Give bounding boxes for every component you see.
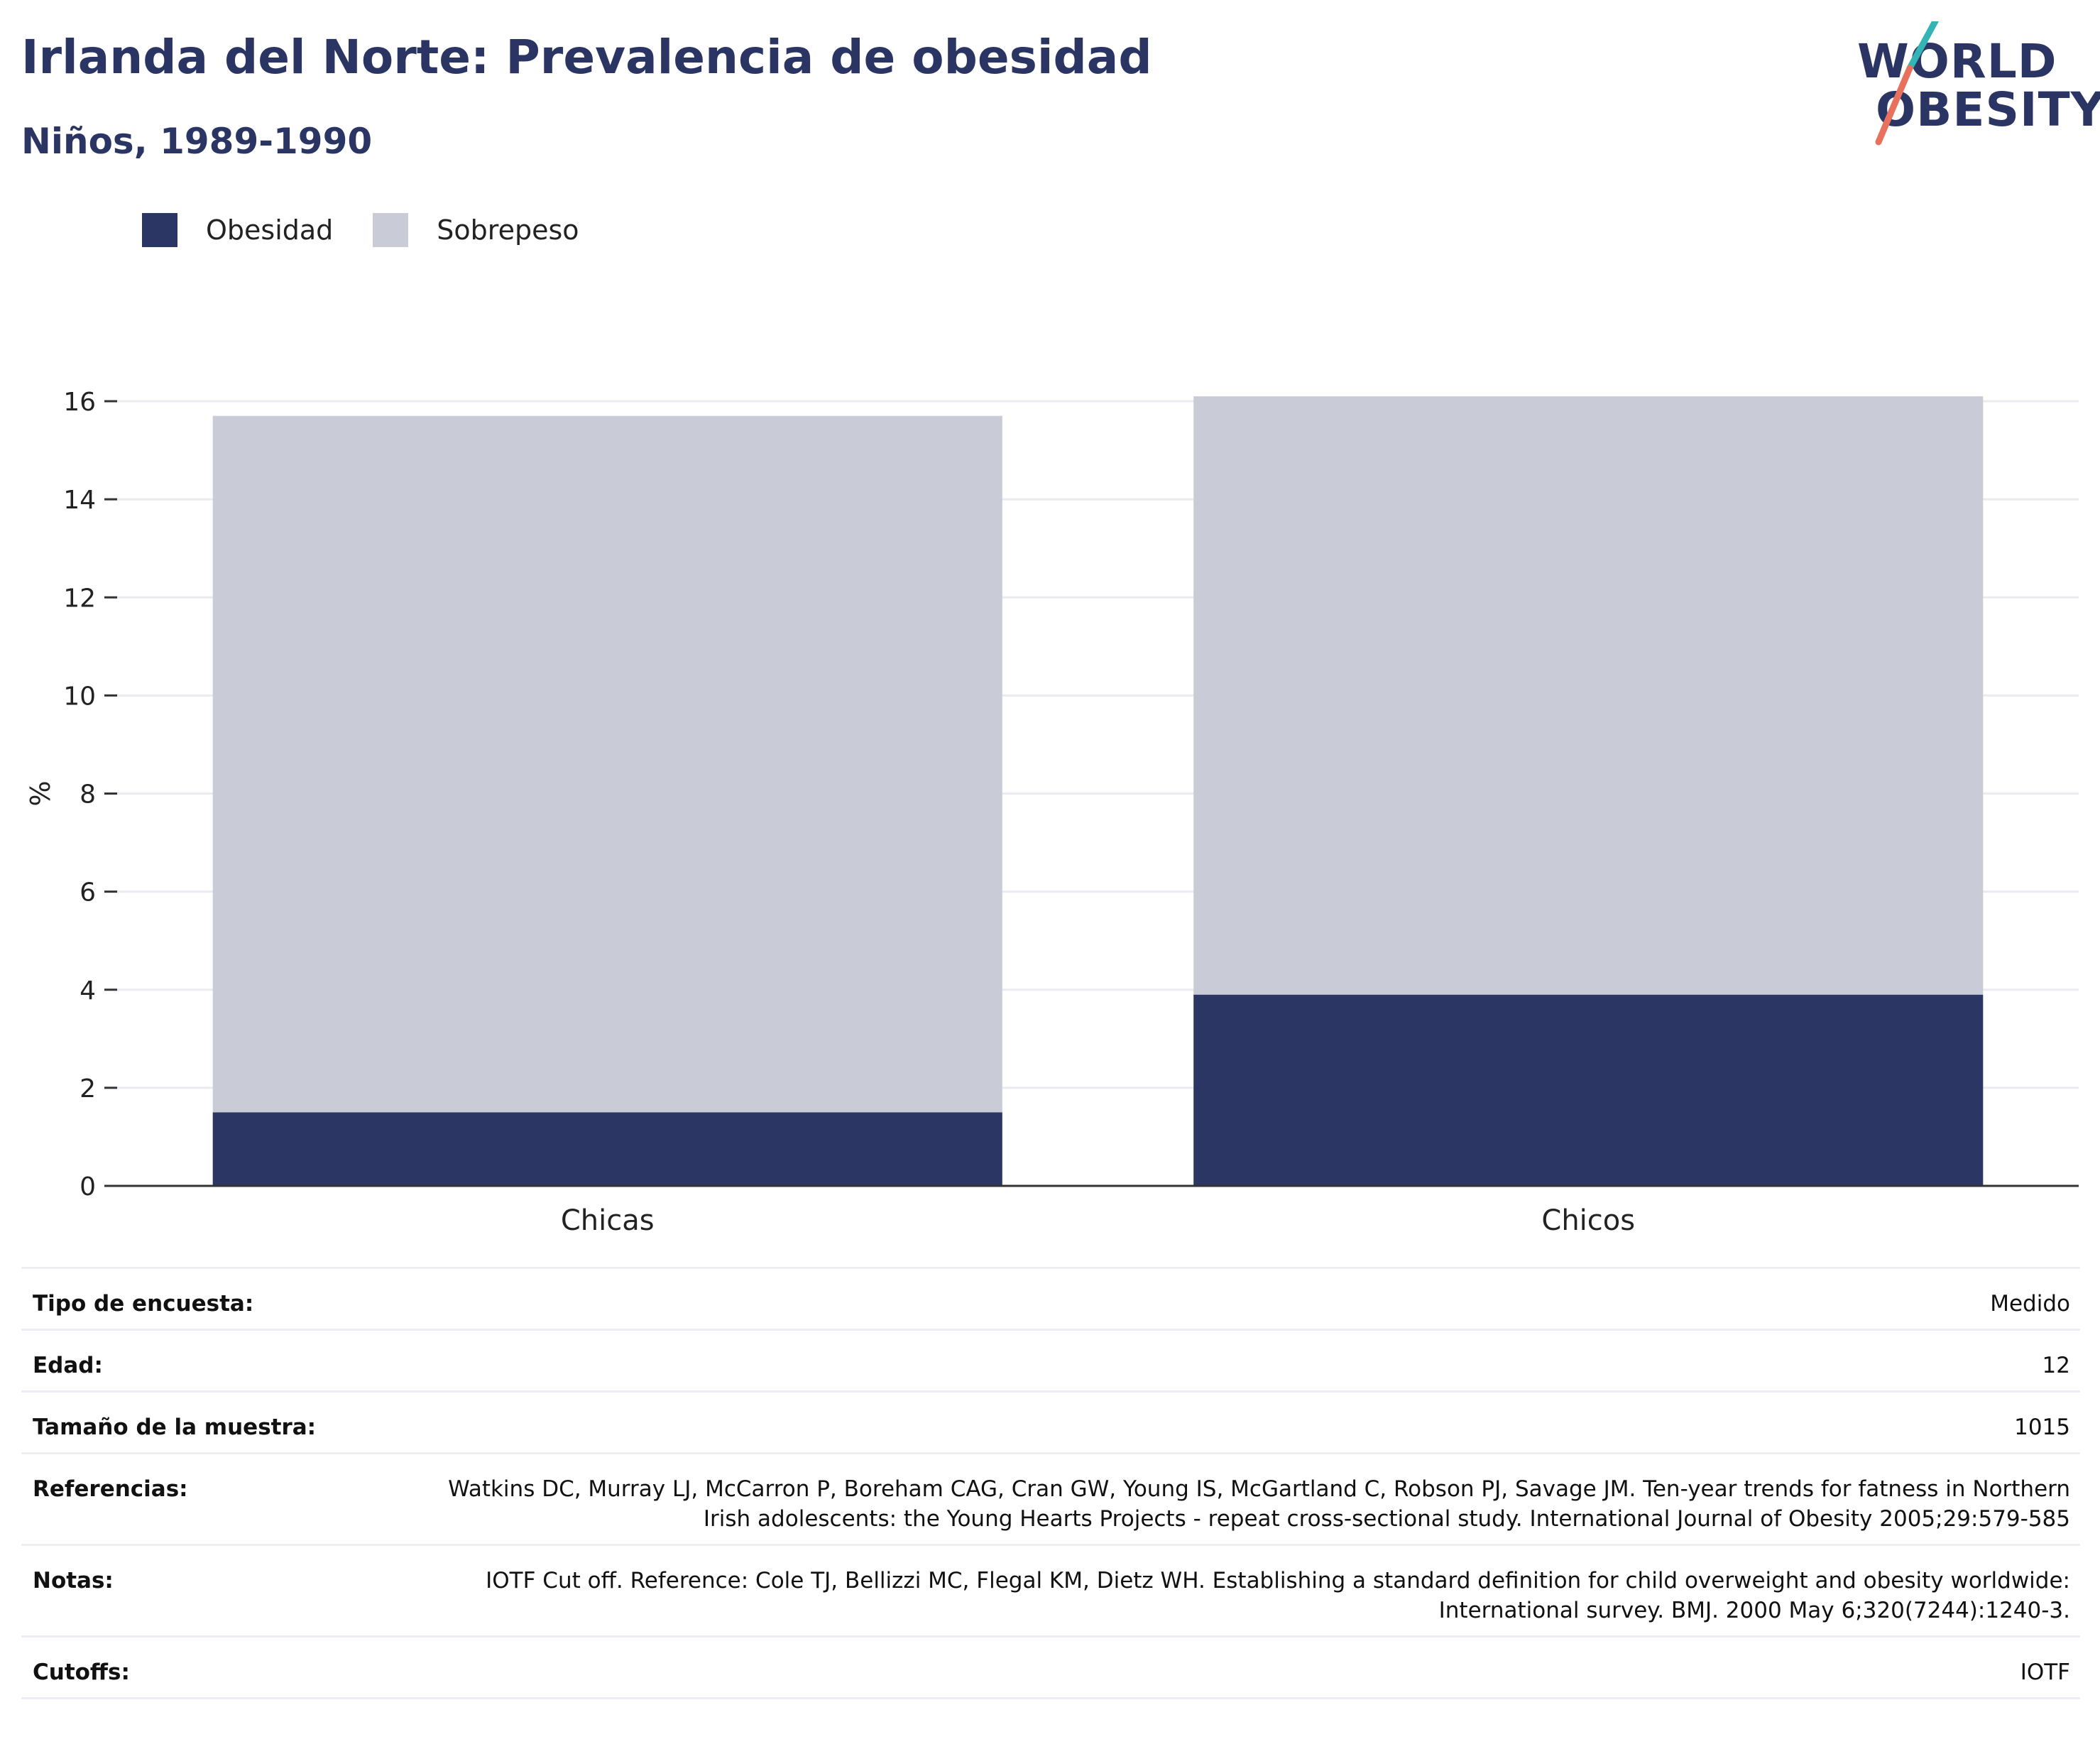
- bar-sobrepeso-chicos: [1193, 396, 1984, 995]
- info-value: IOTF Cut off. Reference: Cole TJ, Belliz…: [398, 1544, 2080, 1637]
- info-label: Tamaño de la muestra:: [21, 1390, 398, 1454]
- info-row: Notas: IOTF Cut off. Reference: Cole TJ,…: [21, 1544, 2080, 1637]
- legend-label-obesidad: Obesidad: [206, 214, 334, 246]
- bar-obesidad-chicas: [212, 1112, 1002, 1186]
- y-axis-label: %: [25, 780, 56, 806]
- info-value: 1015: [398, 1390, 2080, 1454]
- y-tick-label: 12: [63, 584, 96, 613]
- logo-word-world: WORLD: [1857, 34, 2057, 89]
- y-tick-label: 2: [80, 1074, 96, 1104]
- legend-item-sobrepeso[interactable]: Sobrepeso: [373, 213, 579, 247]
- x-tick-label: Chicas: [561, 1204, 655, 1237]
- y-tick-label: 10: [63, 682, 96, 711]
- y-tick-label: 8: [80, 780, 96, 810]
- chart-subtitle: Niños, 1989-1990: [21, 121, 373, 162]
- stacked-bar-chart: 0 2 4 6 8 10 12 14 16% Chicas Chicos: [25, 388, 2079, 1237]
- logo-slash-icon: [1875, 21, 1939, 146]
- info-row: Referencias: Watkins DC, Murray LJ, McCa…: [21, 1452, 2080, 1545]
- legend-swatch-obesidad: [142, 213, 177, 247]
- y-tick-label: 0: [80, 1172, 96, 1202]
- info-row: Cutoffs: IOTF: [21, 1635, 2080, 1699]
- info-label: Tipo de encuesta:: [21, 1267, 398, 1330]
- info-label: Notas:: [21, 1544, 398, 1637]
- info-value: 12: [398, 1329, 2080, 1392]
- chart-legend: Obesidad Sobrepeso: [142, 210, 619, 250]
- info-value: Watkins DC, Murray LJ, McCarron P, Boreh…: [398, 1452, 2080, 1545]
- y-tick-label: 4: [80, 976, 96, 1006]
- survey-info-table: Tipo de encuesta: Medido Edad: 12 Tamaño…: [21, 1267, 2080, 1699]
- info-label: Edad:: [21, 1329, 398, 1392]
- y-tick-label: 16: [63, 388, 96, 417]
- x-tick-label: Chicos: [1541, 1204, 1635, 1237]
- info-value: Medido: [398, 1267, 2080, 1330]
- world-obesity-logo: WORLD OBESITY: [1846, 21, 2100, 149]
- bar-sobrepeso-chicas: [212, 415, 1002, 1113]
- info-row: Tamaño de la muestra: 1015: [21, 1390, 2080, 1454]
- chart-title: Irlanda del Norte: Prevalencia de obesid…: [21, 30, 1152, 85]
- info-label: Cutoffs:: [21, 1635, 398, 1699]
- info-label: Referencias:: [21, 1452, 398, 1545]
- legend-swatch-sobrepeso: [373, 213, 409, 247]
- legend-label-sobrepeso: Sobrepeso: [437, 214, 579, 246]
- info-row: Tipo de encuesta: Medido: [21, 1267, 2080, 1330]
- y-tick-label: 6: [80, 878, 96, 908]
- bar-obesidad-chicos: [1193, 994, 1984, 1186]
- y-tick-label: 14: [63, 486, 96, 515]
- legend-item-obesidad[interactable]: Obesidad: [142, 213, 333, 247]
- info-value: IOTF: [398, 1635, 2080, 1699]
- logo-word-obesity: OBESITY: [1876, 82, 2100, 137]
- info-row: Edad: 12: [21, 1329, 2080, 1392]
